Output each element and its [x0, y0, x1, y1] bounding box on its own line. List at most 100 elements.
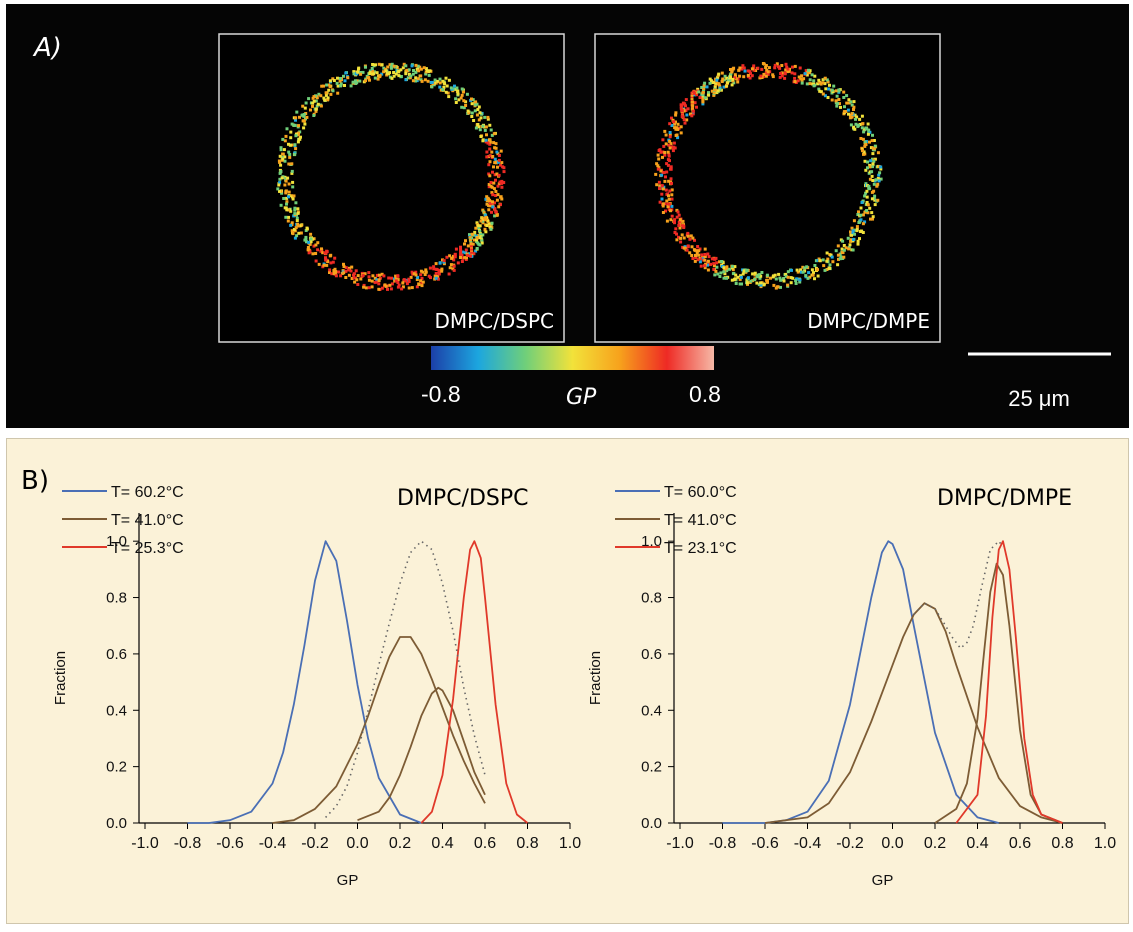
ring-pixel — [373, 280, 377, 284]
ring-pixel — [786, 67, 790, 71]
ring-pixel — [283, 159, 287, 163]
ring-pixel — [676, 122, 680, 126]
ring-pixel — [322, 96, 326, 100]
ring-pixel — [452, 258, 456, 262]
ring-pixel — [668, 139, 672, 143]
ring-pixel — [500, 185, 504, 189]
ring-pixel — [447, 78, 451, 82]
ring-pixel — [834, 99, 838, 103]
x-tick-label: 0.8 — [1051, 835, 1073, 852]
ring-pixel — [692, 91, 696, 95]
ring-pixel — [331, 260, 335, 264]
ring-pixel — [457, 98, 461, 102]
ring-pixel — [725, 76, 729, 80]
ring-pixel — [784, 68, 788, 72]
ring-pixel — [765, 68, 769, 72]
ring-pixel — [661, 204, 665, 208]
ring-pixel — [460, 260, 464, 263]
ring-pixel — [685, 248, 689, 252]
ring-pixel — [406, 76, 410, 80]
ring-pixel — [416, 77, 420, 81]
ring-pixel — [494, 210, 498, 214]
ring-pixel — [407, 280, 411, 283]
x-tick-label: -1.0 — [131, 835, 159, 852]
ring-pixel — [373, 76, 377, 80]
ring-pixel — [743, 69, 747, 73]
ring-pixel — [495, 213, 499, 217]
ring-pixel — [855, 229, 859, 233]
vesicle-ring-dmpe — [654, 62, 883, 290]
ring-pixel — [280, 191, 284, 195]
ring-pixel — [368, 71, 372, 75]
ring-pixel — [873, 157, 877, 161]
ring-pixel — [858, 230, 862, 233]
ring-pixel — [706, 268, 710, 272]
ring-pixel — [803, 72, 807, 76]
ring-pixel — [476, 123, 480, 126]
ring-pixel — [499, 195, 503, 199]
ring-pixel — [793, 80, 797, 83]
ring-pixel — [292, 228, 296, 231]
ring-pixel — [868, 177, 872, 181]
ring-pixel — [311, 101, 315, 105]
ring-pixel — [678, 226, 682, 230]
ring-pixel — [297, 224, 300, 228]
ring-pixel — [377, 62, 381, 66]
ring-pixel — [495, 198, 499, 202]
ring-pixel — [278, 189, 281, 193]
ring-pixel — [670, 181, 673, 185]
ring-pixel — [287, 215, 290, 219]
ring-pixel — [856, 239, 860, 243]
ring-pixel — [297, 124, 300, 128]
ring-pixel — [696, 258, 700, 262]
ring-pixel — [423, 273, 427, 276]
ring-pixel — [309, 108, 312, 112]
ring-pixel — [786, 283, 790, 287]
ring-pixel — [660, 184, 664, 188]
ring-pixel — [285, 127, 289, 131]
ring-pixel — [776, 285, 780, 289]
ring-pixel — [748, 70, 752, 74]
ring-pixel — [404, 72, 408, 76]
ring-pixel — [684, 104, 687, 108]
ring-pixel — [477, 125, 481, 129]
ring-pixel — [876, 198, 880, 202]
ring-pixel — [708, 81, 712, 85]
ring-pixel — [826, 96, 830, 99]
ring-pixel — [305, 226, 309, 230]
ring-pixel — [353, 280, 357, 284]
ring-pixel — [478, 111, 482, 115]
image-dmpc-dmpe: DMPC/DMPE — [594, 33, 941, 343]
ring-pixel — [871, 215, 875, 219]
ring-pixel — [861, 122, 865, 126]
ring-pixel — [328, 85, 332, 89]
ring-pixel — [667, 152, 671, 156]
ring-pixel — [800, 78, 804, 82]
ring-pixel — [388, 63, 392, 67]
ring-pixel — [716, 89, 720, 93]
ring-pixel — [701, 93, 705, 97]
ring-pixel — [762, 283, 766, 287]
ring-pixel — [663, 129, 667, 133]
ring-pixel — [394, 72, 398, 76]
scale-bar-label: 25 μm — [1008, 386, 1070, 411]
ring-pixel — [491, 205, 495, 209]
ring-pixel — [856, 213, 860, 216]
ring-pixel — [479, 116, 483, 120]
ring-pixel — [278, 154, 282, 158]
ring-pixel — [854, 122, 858, 126]
ring-pixel — [484, 197, 488, 201]
ring-pixel — [378, 74, 382, 78]
ring-pixel — [849, 123, 853, 127]
ring-pixel — [407, 68, 411, 72]
ring-pixel — [462, 90, 465, 94]
ring-pixel — [686, 234, 690, 238]
ring-pixel — [858, 117, 862, 121]
ring-pixel — [762, 72, 766, 76]
ring-pixel — [716, 272, 720, 276]
x-tick-label: 0.2 — [924, 835, 946, 852]
ring-pixel — [701, 91, 705, 95]
ring-pixel — [863, 194, 867, 198]
ring-pixel — [386, 65, 390, 69]
ring-pixel — [475, 247, 479, 250]
